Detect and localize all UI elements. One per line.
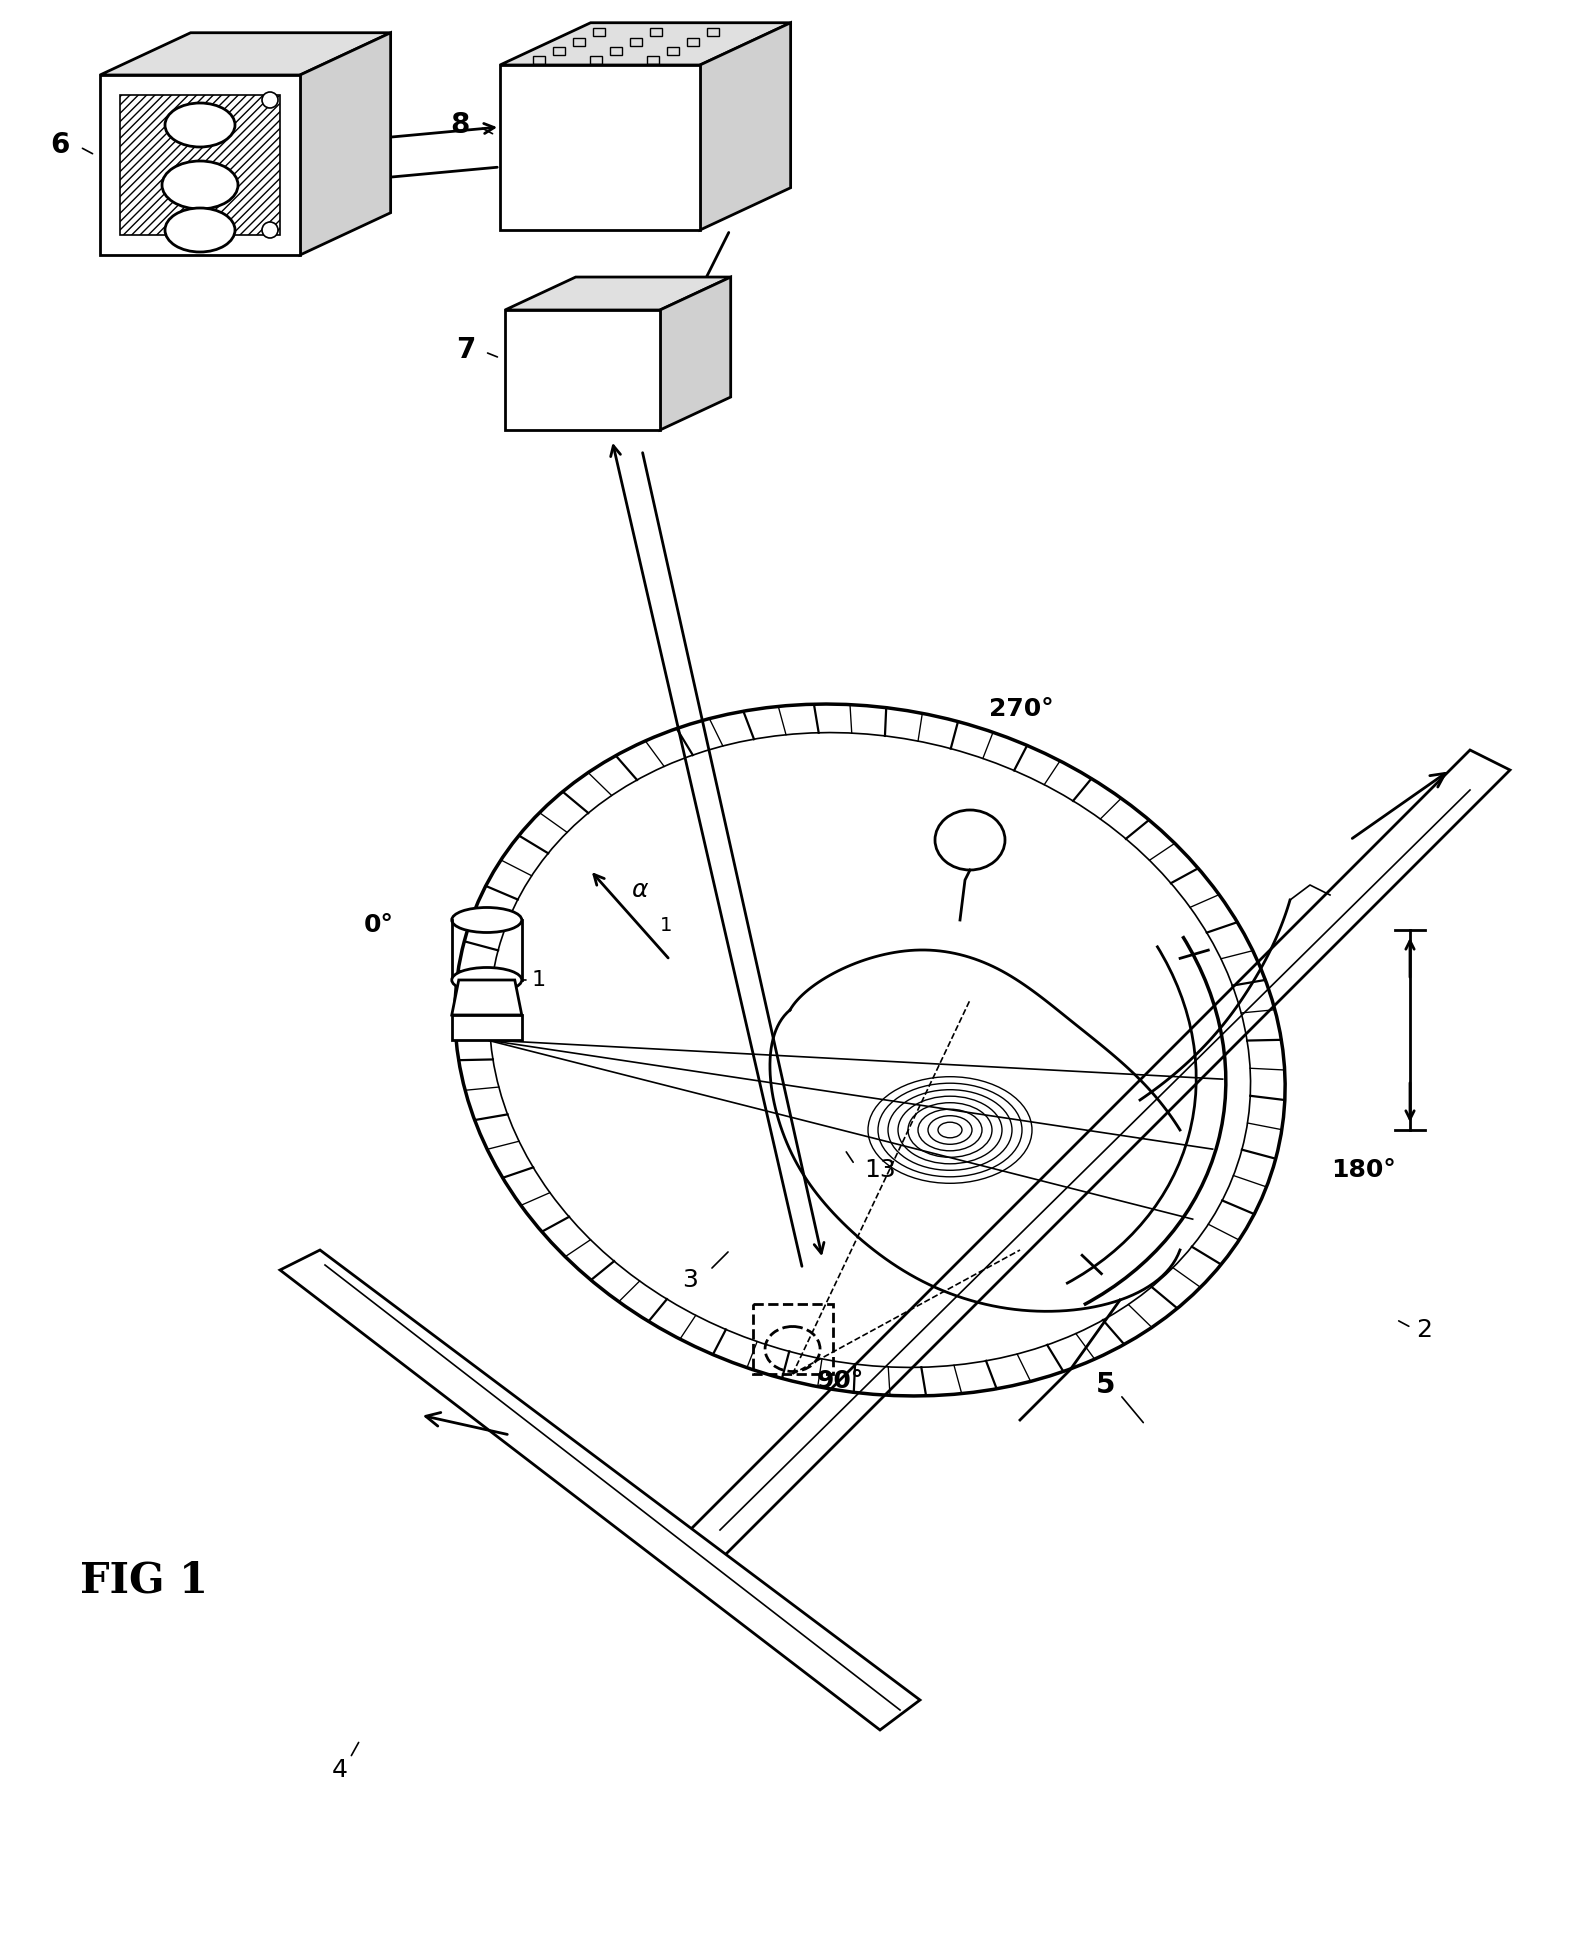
Text: 90°: 90°: [817, 1369, 864, 1392]
Polygon shape: [451, 981, 521, 1016]
Text: 1: 1: [659, 915, 672, 934]
Circle shape: [262, 91, 278, 109]
Polygon shape: [100, 33, 391, 76]
Text: α: α: [632, 878, 648, 901]
Text: 3: 3: [682, 1268, 698, 1291]
Ellipse shape: [451, 967, 521, 992]
Polygon shape: [671, 750, 1510, 1569]
Text: 7: 7: [456, 336, 475, 363]
Polygon shape: [300, 33, 391, 254]
Text: 2: 2: [1416, 1317, 1432, 1342]
Polygon shape: [501, 64, 701, 229]
Polygon shape: [501, 23, 791, 64]
Text: 270°: 270°: [988, 697, 1054, 720]
Text: FIG 1: FIG 1: [79, 1559, 208, 1600]
Text: 1: 1: [532, 969, 547, 990]
Ellipse shape: [165, 208, 235, 252]
Text: 13: 13: [864, 1157, 896, 1181]
Text: 5: 5: [1095, 1371, 1115, 1398]
Ellipse shape: [162, 161, 238, 210]
Ellipse shape: [934, 810, 1004, 870]
Text: 4: 4: [332, 1758, 348, 1783]
Circle shape: [262, 221, 278, 239]
Polygon shape: [505, 311, 659, 429]
Ellipse shape: [451, 907, 521, 932]
Polygon shape: [280, 1251, 920, 1730]
Text: 0°: 0°: [364, 913, 394, 936]
Polygon shape: [451, 1016, 521, 1041]
Text: 6: 6: [51, 130, 70, 159]
Text: 8: 8: [451, 111, 470, 140]
Ellipse shape: [165, 103, 235, 148]
Polygon shape: [701, 23, 791, 229]
Polygon shape: [505, 278, 731, 311]
Polygon shape: [121, 95, 280, 235]
Text: 180°: 180°: [1332, 1157, 1397, 1181]
Polygon shape: [100, 76, 300, 254]
Polygon shape: [659, 278, 731, 429]
